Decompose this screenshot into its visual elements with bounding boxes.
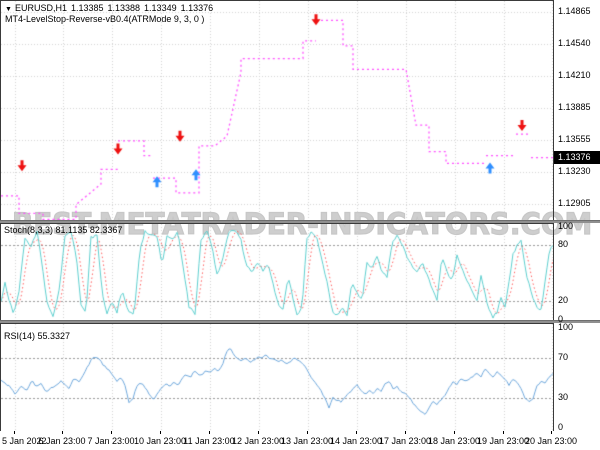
stoch-axis-label: 0 [558,313,564,324]
stochastic-panel: Stoch(8,3,3) 81.1135 82.3367 [0,223,554,321]
quote-high: 1.13388 [107,3,141,13]
panel-divider-stoch-rsi[interactable] [0,320,600,323]
quote-close: 1.13376 [180,3,214,13]
time-axis-tick [307,431,308,434]
stoch-axis-label: 80 [558,239,569,250]
time-axis-label: 12 Jan 23:00 [231,436,285,446]
time-axis-label: 5 Jan 2022 [2,436,47,446]
rsi-axis-label: 70 [558,352,569,362]
price-axis-label: 1.14540 [558,37,591,48]
time-axis-label: 19 Jan 23:00 [476,436,530,446]
main-chart-panel: ▼ EURUSD,H1 1.13385 1.13388 1.13349 1.13376 M… [0,0,554,221]
rsi-axis-label: 100 [558,322,574,332]
stoch-axis-label: 20 [558,294,569,305]
time-axis-tick [503,431,504,434]
current-price-tag: 1.13376 [554,151,600,164]
rsi-label: RSI(14) 55.3327 [4,331,71,341]
symbol-dropdown-icon[interactable]: ▼ [5,6,12,13]
price-axis-label: 1.13555 [558,134,591,145]
time-axis-label: 17 Jan 23:00 [378,436,432,446]
time-axis-label: 14 Jan 23:00 [329,436,383,446]
time-axis-tick [356,431,357,434]
panel-divider-main-stoch[interactable] [0,220,600,223]
rsi-panel: RSI(14) 55.3327 [0,323,554,432]
rsi-axis-label: 30 [558,392,569,402]
main-chart-canvas[interactable] [1,1,553,220]
stochastic-canvas[interactable] [1,224,553,320]
quote-open: 1.13385 [70,3,104,13]
time-axis-label: 13 Jan 23:00 [280,436,334,446]
symbol-label: EURUSD,H1 [14,3,67,13]
rsi-axis-label: 0 [558,422,564,432]
time-axis-tick [454,431,455,434]
time-axis-label: 18 Jan 23:00 [427,436,481,446]
time-axis-tick [209,431,210,434]
indicator-name-label: MT4-LevelStop-Reverse-vB0.4(ATRMode 9, 3… [5,14,205,24]
time-axis-label: 10 Jan 23:00 [133,436,187,446]
time-axis-label: 11 Jan 23:00 [183,436,235,446]
time-axis-tick [160,431,161,434]
stochastic-label: Stoch(8,3,3) 81.1135 82.3367 [4,225,123,235]
time-axis-tick [258,431,259,434]
price-axis-label: 1.14865 [558,5,591,16]
quote-header: ▼ EURUSD,H1 1.13385 1.13388 1.13349 1.13376 [5,3,217,13]
price-axis-label: 1.12905 [558,198,591,209]
time-axis-tick [111,431,112,434]
stoch-axis-label: 100 [558,220,574,231]
time-axis-label: 20 Jan 23:00 [524,436,578,446]
time-axis-tick [405,431,406,434]
time-axis-label: 6 Jan 23:00 [38,436,86,446]
price-axis-label: 1.14210 [558,70,591,81]
time-axis-tick [62,431,63,434]
time-axis-tick [14,431,15,434]
price-axis-label: 1.13230 [558,166,591,177]
time-axis-tick [551,431,552,434]
rsi-canvas[interactable] [1,324,553,431]
quote-low: 1.13349 [144,3,177,13]
price-axis-label: 1.13885 [558,102,591,113]
price-axis[interactable]: 1.13376 1.14865 1.14540 1.14210 1.13885 1.13… [554,0,600,432]
time-axis-label: 7 Jan 23:00 [87,436,135,446]
time-axis[interactable]: 5 Jan 2022 6 Jan 23:00 7 Jan 23:00 10 Jan 2… [0,431,600,450]
